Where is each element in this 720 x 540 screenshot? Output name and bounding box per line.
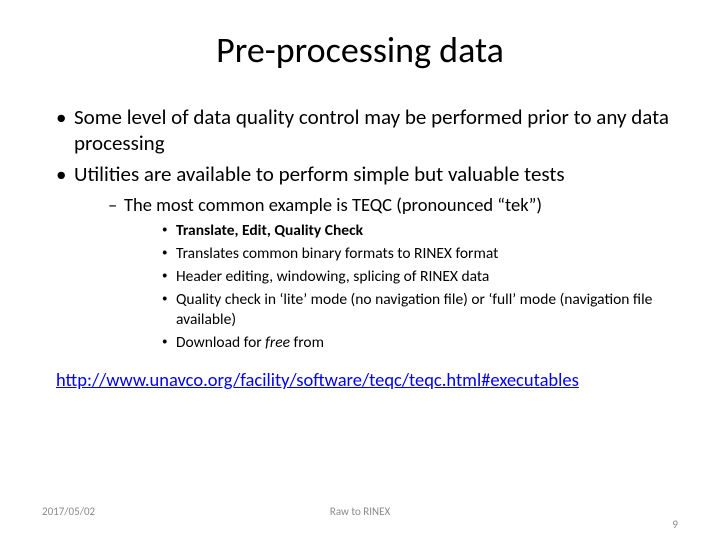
slide: Pre-processing data Some level of data q… — [0, 0, 720, 540]
download-link[interactable]: http://www.unavco.org/facility/software/… — [56, 368, 579, 391]
bullet-text: Header editing, windowing, splicing of R… — [176, 267, 489, 286]
slide-footer: 2017/05/02 Raw to RINEX 9 — [0, 505, 720, 518]
bullet-text: Quality check in ‘lite’ mode (no navigat… — [176, 290, 652, 330]
bullet-list-level2: The most common example is TEQC (pronoun… — [74, 193, 684, 355]
bullet-list-level3: Translate, Edit, Quality Check Translate… — [124, 221, 684, 355]
footer-center: Raw to RINEX — [0, 505, 720, 518]
bullet-text: Utilities are available to perform simpl… — [74, 161, 565, 187]
footer-date: 2017/05/02 — [42, 505, 95, 518]
bullet-text: The most common example is TEQC (pronoun… — [124, 193, 542, 216]
bullet-item: Utilities are available to perform simpl… — [56, 161, 684, 355]
bullet-item: Quality check in ‘lite’ mode (no navigat… — [162, 290, 684, 332]
bullet-text: Download for — [176, 333, 265, 352]
bullet-text: from — [290, 333, 324, 352]
link-line: http://www.unavco.org/facility/software/… — [36, 368, 684, 391]
bullet-text-italic: free — [265, 333, 290, 352]
bullet-text: Some level of data quality control may b… — [74, 104, 669, 156]
bullet-list-level1: Some level of data quality control may b… — [36, 104, 684, 354]
bullet-text: Translate, Edit, Quality Check — [176, 221, 363, 240]
bullet-item: Header editing, windowing, splicing of R… — [162, 267, 684, 288]
bullet-item: Translates common binary formats to RINE… — [162, 244, 684, 265]
bullet-item: Translate, Edit, Quality Check — [162, 221, 684, 242]
bullet-item: The most common example is TEQC (pronoun… — [108, 193, 684, 355]
bullet-text: Translates common binary formats to RINE… — [176, 244, 498, 263]
bullet-item: Some level of data quality control may b… — [56, 104, 684, 157]
footer-page-number: 9 — [672, 518, 678, 531]
bullet-item: Download for free from — [162, 333, 684, 354]
slide-title: Pre-processing data — [36, 28, 684, 72]
